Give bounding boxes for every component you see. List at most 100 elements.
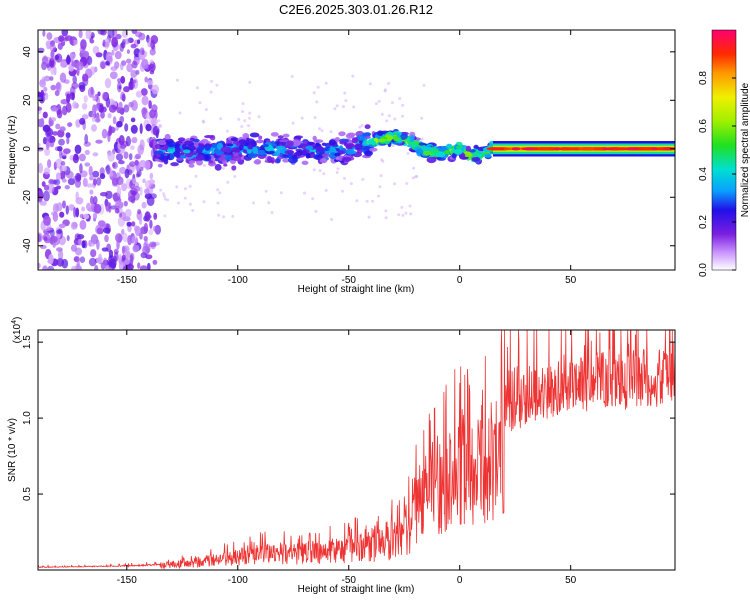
noise-blob (55, 123, 61, 130)
signal-blob (226, 143, 234, 147)
noise-blob (43, 86, 48, 92)
noise-blob (73, 207, 77, 218)
noise-blob (135, 90, 142, 98)
faint-point (335, 171, 339, 174)
noise-blob (128, 153, 133, 161)
signal-blob (364, 124, 371, 130)
noise-blob (86, 202, 91, 211)
noise-blob (143, 242, 148, 251)
noise-blob (47, 159, 52, 169)
signal-blob (334, 152, 341, 157)
noise-blob (53, 179, 61, 186)
signal-blob (356, 134, 365, 141)
faint-point (420, 137, 424, 141)
noise-blob (72, 154, 79, 164)
noise-blob (66, 235, 70, 242)
noise-blob (90, 249, 97, 258)
signal-blob (418, 142, 425, 146)
noise-blob (39, 201, 47, 206)
tone-peak (511, 147, 521, 151)
faint-point (264, 189, 268, 193)
noise-blob (132, 178, 137, 185)
noise-blob (60, 61, 68, 68)
noise-blob (126, 63, 133, 73)
faint-point (404, 211, 408, 215)
noise-blob (145, 123, 152, 132)
noise-blob (58, 35, 65, 42)
faint-point (178, 111, 182, 115)
snr-panel: -150 -100 -50 0 50 0.5 1.0 1.5 Height of strai… (7, 317, 676, 595)
noise-blob (88, 257, 97, 267)
colorbar-tick-label: 0.2 (698, 215, 709, 229)
noise-blob (44, 226, 51, 232)
signal-blob (284, 150, 295, 155)
faint-point (243, 119, 247, 123)
signal-blob (254, 159, 262, 165)
noise-blob (139, 167, 144, 172)
noise-blob (52, 131, 59, 136)
noise-blob (59, 126, 66, 132)
faint-point (398, 97, 402, 100)
noise-blob (114, 208, 120, 214)
faint-point (393, 182, 397, 186)
noise-blob (50, 106, 59, 113)
tone-peak (639, 147, 656, 151)
faint-point (411, 176, 415, 180)
signal-blob (169, 153, 175, 160)
noise-blob (91, 111, 96, 123)
noise-blob (135, 173, 140, 178)
noise-blob (112, 161, 118, 169)
noise-blob (50, 50, 55, 58)
signal-blob (471, 156, 481, 162)
noise-blob (38, 262, 41, 269)
noise-blob (131, 235, 139, 245)
colorbar-label: Normalized spectral amplitude (740, 82, 750, 217)
signal-blob (351, 137, 359, 144)
signal-blob (410, 142, 418, 148)
faint-point (175, 185, 179, 189)
noise-blob (62, 200, 66, 209)
noise-blob (42, 190, 50, 202)
noise-blob (65, 170, 74, 179)
noise-blob (43, 215, 51, 226)
signal-blob (292, 154, 298, 159)
noise-blob (38, 142, 41, 148)
faint-point (391, 144, 395, 148)
signal-blob (472, 152, 478, 158)
signal-blob (409, 135, 415, 142)
faint-point (371, 199, 374, 203)
signal-blob (258, 135, 263, 140)
noise-blob (107, 151, 115, 162)
noise-blob (88, 242, 95, 247)
noise-blob (68, 204, 75, 211)
noise-blob (84, 133, 89, 145)
signal-blob (279, 139, 289, 143)
signal-blob (315, 145, 324, 152)
y-tick-label: 20 (22, 94, 33, 106)
noise-blob (105, 201, 111, 212)
noise-blob (43, 236, 48, 241)
faint-point (291, 121, 295, 125)
faint-point (270, 211, 274, 215)
signal-blob (316, 155, 323, 159)
tone-peak (593, 147, 605, 151)
snr-x-axis: -150 -100 -50 0 50 (117, 330, 577, 586)
signal-blob (190, 137, 195, 141)
spectrogram-xlabel: Height of straight line (km) (298, 284, 415, 295)
tone-peak (536, 147, 555, 151)
faint-point (177, 201, 180, 205)
faint-point (248, 116, 252, 120)
noise-blob (59, 148, 63, 159)
noise-blob (38, 47, 45, 54)
noise-blob (139, 232, 143, 240)
faint-point (380, 112, 384, 116)
faint-point (422, 83, 426, 87)
signal-blob (377, 130, 384, 136)
x-tick-label: -50 (342, 275, 357, 286)
faint-point (176, 78, 179, 82)
signal-blob (156, 153, 161, 158)
signal-blob (282, 158, 290, 163)
faint-point (400, 205, 404, 209)
noise-blob (129, 161, 136, 168)
